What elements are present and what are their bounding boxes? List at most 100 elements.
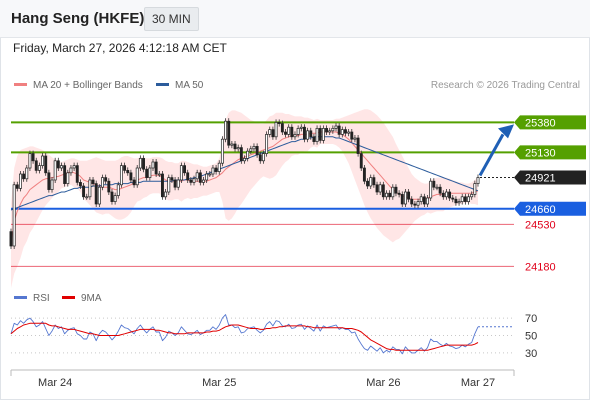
candle-body (413, 203, 417, 206)
candle (454, 196, 458, 206)
candle-body (50, 179, 54, 190)
candle (467, 193, 470, 205)
candle (448, 189, 452, 201)
candle (344, 126, 347, 137)
x-tick-label: Mar 27 (461, 377, 495, 389)
candle-body (318, 128, 322, 141)
candle (296, 125, 300, 138)
timestamp: Friday, March 27, 2026 4:12:18 AM CET (13, 41, 227, 55)
candle-body (321, 128, 325, 141)
candle (470, 191, 474, 200)
candle-body (334, 125, 338, 129)
candle (236, 144, 240, 152)
interval-selector[interactable]: 30 MIN (144, 7, 199, 31)
candle (476, 174, 480, 187)
ma20-legend-label: MA 20 + Bollinger Bands (33, 80, 143, 91)
candle (249, 145, 253, 155)
candle-body (470, 194, 474, 198)
candle-body (217, 162, 221, 172)
candle-body (205, 173, 209, 181)
candle-body (110, 191, 114, 202)
level-label-24660: 24660 (525, 204, 556, 216)
candle-body (315, 128, 319, 142)
candle (82, 183, 86, 200)
candle (438, 184, 442, 197)
candle (220, 136, 224, 167)
candle-body (22, 173, 26, 180)
candle-body (28, 153, 32, 169)
current-price-label: 24921 (525, 172, 556, 184)
candle-body (284, 131, 287, 135)
candle-body (344, 129, 347, 134)
candle-body (233, 143, 237, 150)
level-box-25380: 25380 (514, 115, 586, 130)
candle (123, 162, 127, 174)
candle (369, 174, 373, 189)
candle (75, 162, 79, 186)
candle (347, 129, 351, 137)
candle-body (230, 143, 234, 146)
candle (63, 162, 67, 187)
candle (261, 150, 265, 164)
candle-body (258, 154, 262, 162)
candle (252, 143, 256, 152)
candle (37, 162, 41, 174)
candle (265, 131, 269, 157)
candle (429, 178, 433, 201)
level-label-24180: 24180 (525, 261, 556, 273)
candle-body (176, 179, 180, 188)
candle-body (249, 148, 253, 152)
candle (400, 191, 404, 207)
candle (280, 120, 284, 135)
candle-body (91, 179, 95, 184)
candle (110, 189, 114, 205)
candle (22, 171, 26, 182)
candle-body (31, 153, 35, 162)
candle-body (34, 160, 38, 171)
candle-body (388, 192, 392, 198)
candle (9, 228, 13, 249)
candle (31, 150, 35, 164)
candle-body (116, 184, 120, 196)
rsi-tick-30: 30 (525, 348, 537, 360)
candle (183, 162, 187, 176)
candle (460, 193, 464, 205)
candle-body (331, 128, 335, 132)
candle (328, 127, 332, 135)
candle-body (463, 196, 467, 202)
level-box-bg-25130 (514, 145, 586, 160)
candle-body (356, 137, 360, 154)
candle (53, 157, 57, 183)
candle-body (195, 172, 199, 180)
candle-body (337, 125, 341, 135)
candle-body (403, 191, 407, 205)
level-box-bg-24660 (514, 201, 586, 216)
candle (126, 167, 130, 176)
candle-body (359, 153, 363, 169)
candle (173, 177, 177, 191)
candle (34, 157, 38, 174)
candle-body (429, 180, 433, 199)
candle (205, 171, 209, 183)
candle (179, 162, 183, 183)
candle-body (473, 183, 477, 195)
candle (337, 123, 341, 138)
x-tick-label: Mar 26 (366, 377, 400, 389)
candle (211, 165, 215, 177)
x-tick-label: Mar 25 (202, 377, 236, 389)
candle (473, 180, 477, 198)
candle (60, 162, 63, 171)
rsi-ma-swatch (62, 295, 75, 299)
candle (129, 169, 133, 183)
candle (94, 180, 98, 207)
candle (113, 192, 117, 205)
legend-ma20: MA 20 + Bollinger Bands (14, 80, 143, 91)
candle (47, 169, 51, 193)
candle-body (400, 194, 404, 205)
candle-body (274, 122, 278, 138)
candle-body (426, 197, 429, 205)
candle-body (312, 136, 316, 142)
candle (85, 193, 89, 200)
candle (116, 181, 120, 199)
